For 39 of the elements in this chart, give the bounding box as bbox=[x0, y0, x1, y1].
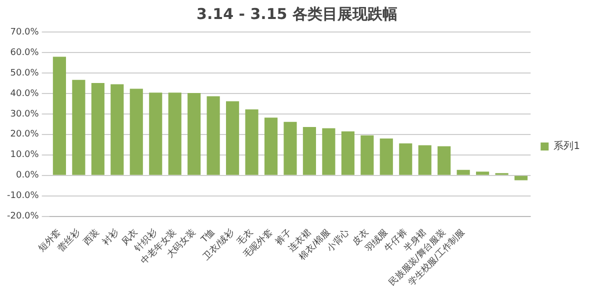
bar bbox=[206, 96, 220, 175]
y-tick-label: 30.0% bbox=[10, 109, 40, 120]
chart-title: 3.14 - 3.15 各类目展现跌幅 bbox=[196, 4, 398, 23]
x-tick-label: T恤 bbox=[198, 227, 218, 246]
y-tick-label: -10.0% bbox=[6, 191, 40, 202]
y-tick-label: 60.0% bbox=[10, 48, 40, 58]
bar bbox=[476, 172, 490, 175]
bar bbox=[322, 128, 336, 175]
y-tick-label: 50.0% bbox=[10, 68, 40, 78]
bar bbox=[245, 109, 258, 175]
bar bbox=[110, 84, 124, 175]
bar bbox=[130, 88, 143, 175]
bar bbox=[399, 143, 412, 175]
bar bbox=[456, 170, 470, 175]
bar bbox=[52, 56, 66, 175]
bar bbox=[514, 176, 528, 180]
bar bbox=[418, 145, 432, 175]
bar bbox=[168, 92, 182, 175]
bar bbox=[438, 146, 451, 175]
bar bbox=[284, 122, 297, 175]
bar bbox=[360, 135, 374, 175]
bar bbox=[380, 138, 393, 175]
y-tick-label: 20.0% bbox=[10, 130, 40, 140]
bar bbox=[341, 131, 354, 175]
bar bbox=[264, 118, 278, 175]
bar bbox=[72, 80, 86, 175]
y-tick-label: 0.0% bbox=[16, 170, 40, 181]
y-tick-label: 10.0% bbox=[10, 150, 40, 160]
bar bbox=[149, 92, 162, 175]
y-tick-label: 40.0% bbox=[10, 88, 40, 99]
bar bbox=[188, 93, 201, 175]
y-tick-label: -20.0% bbox=[6, 212, 40, 222]
y-tick-label: 70.0% bbox=[10, 27, 40, 38]
bar bbox=[91, 82, 104, 175]
bar bbox=[302, 127, 316, 175]
legend-label: 系列1 bbox=[554, 140, 580, 152]
bar bbox=[226, 101, 240, 175]
x-tick-label: 衬衫 bbox=[100, 227, 121, 248]
x-tick-label: 西装 bbox=[81, 227, 102, 248]
